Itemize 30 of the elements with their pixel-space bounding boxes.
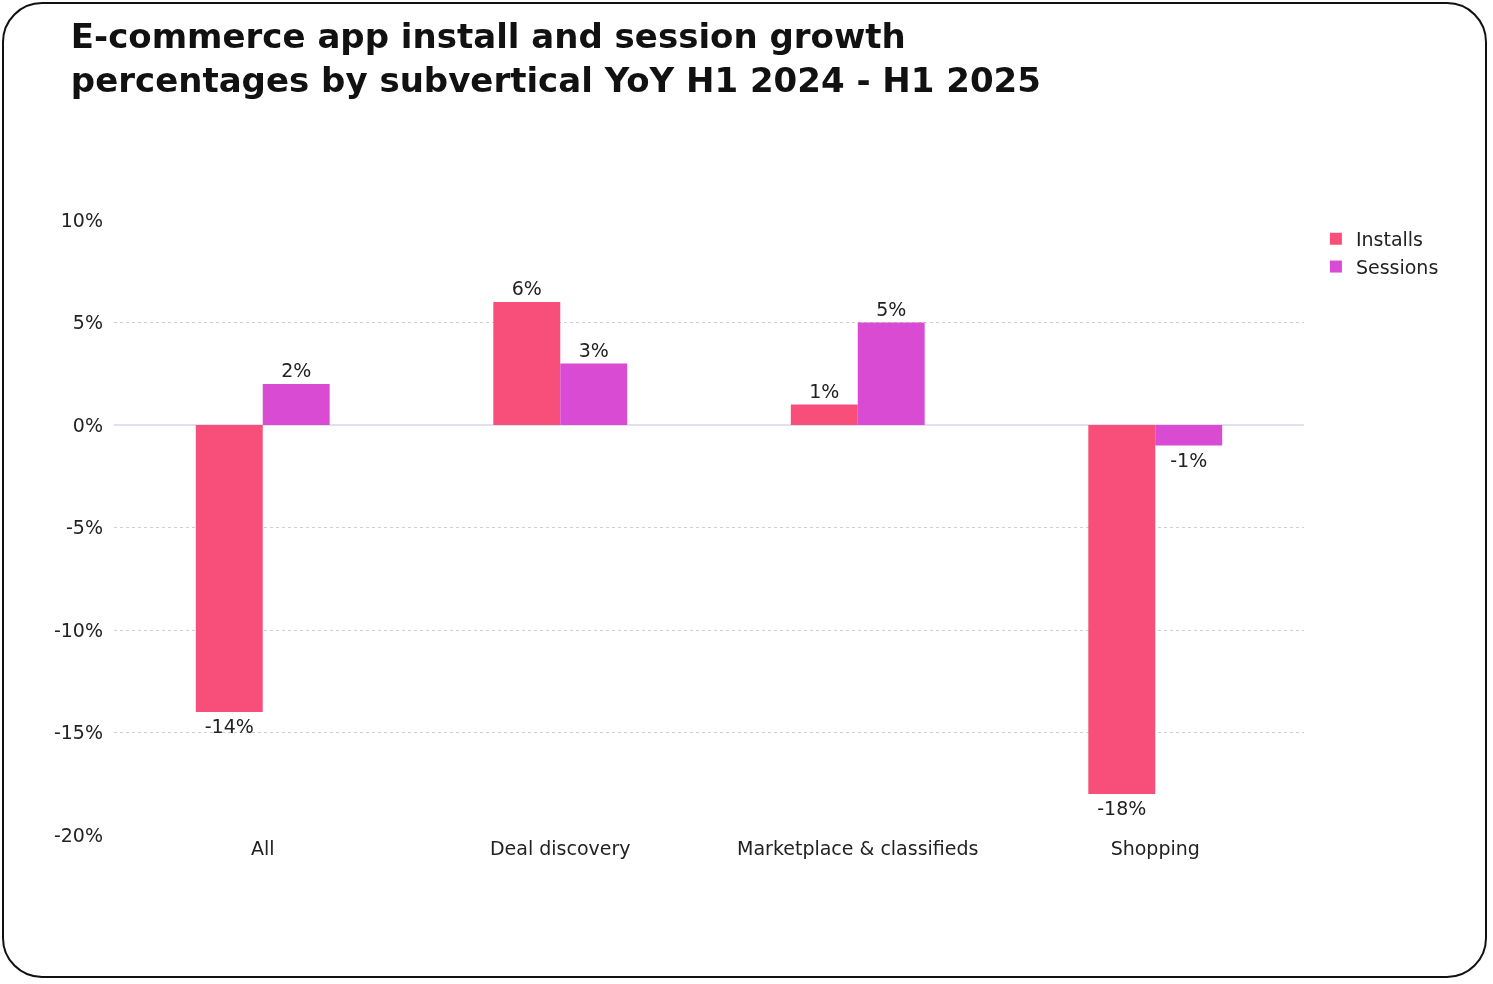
x-tick-label: Deal discovery	[489, 837, 631, 859]
bar	[262, 384, 330, 425]
y-tick-label: -15%	[53, 721, 103, 744]
y-tick-label: 10%	[60, 208, 103, 231]
y-tick-label: -5%	[66, 516, 103, 539]
bar	[493, 302, 561, 425]
data-label: 3%	[578, 338, 609, 361]
data-label: -1%	[1170, 448, 1208, 471]
legend-label: Installs	[1355, 228, 1423, 251]
data-label: 6%	[511, 277, 542, 299]
x-tick-label: All	[250, 837, 275, 859]
y-tick-label: -20%	[53, 823, 103, 846]
bar	[1088, 425, 1156, 794]
data-label: 1%	[809, 379, 840, 402]
y-tick-label: 0%	[72, 413, 103, 436]
data-label: -18%	[1097, 797, 1147, 819]
bar	[560, 363, 628, 425]
bar	[857, 322, 925, 425]
data-label: 5%	[876, 297, 907, 320]
x-tick-label: Shopping	[1110, 837, 1200, 859]
data-label: 2%	[281, 359, 312, 381]
data-label: -14%	[204, 715, 254, 737]
x-tick-label: Marketplace & classifieds	[737, 837, 979, 859]
y-tick-label: 5%	[72, 311, 103, 334]
bar	[1155, 425, 1223, 446]
bar	[790, 404, 858, 425]
chart-title: E-commerce app install and session growth percentages by subvertical YoY H1 2024 - H1 2025	[70, 15, 1041, 101]
legend-label: Sessions	[1355, 255, 1439, 278]
bar	[195, 425, 263, 712]
y-tick-label: -10%	[53, 618, 103, 641]
